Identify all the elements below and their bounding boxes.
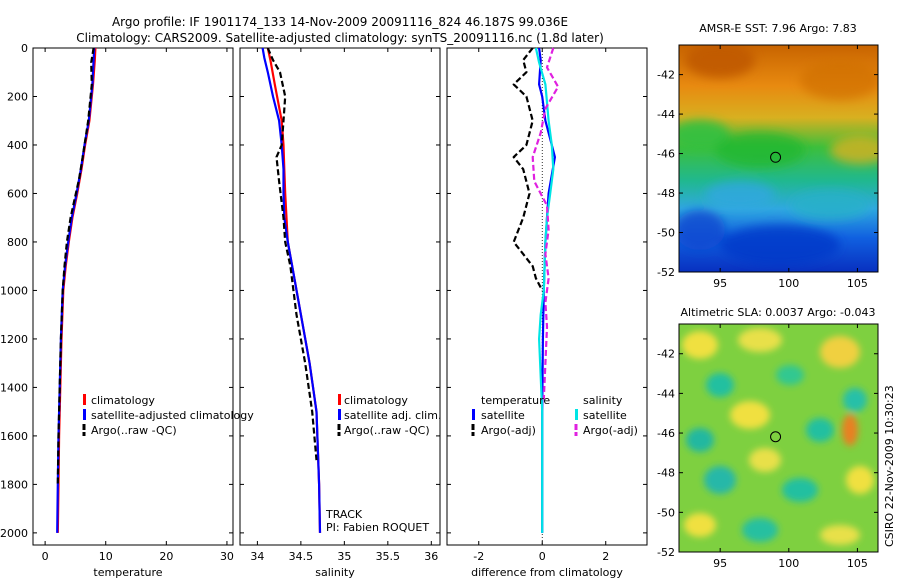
x-tick-label: 35.5 <box>376 550 401 563</box>
sst-heatmap-features <box>679 45 878 265</box>
y-tick-label: 200 <box>7 90 28 103</box>
difference-legend: temperature satellite Argo(-adj) salinit… <box>471 394 638 437</box>
legend-swatch-climatology <box>338 394 341 405</box>
x-tick-label: -2 <box>473 550 484 563</box>
map-x-tick-label: 95 <box>713 277 727 290</box>
difference-axis-label: difference from climatology <box>471 566 623 579</box>
map-y-tick-label: -52 <box>657 266 675 279</box>
y-tick-label: 2000 <box>0 527 28 540</box>
map-y-tick-label: -42 <box>657 348 675 361</box>
x-tick-label: 0 <box>42 550 49 563</box>
figure-title-line2: Climatology: CARS2009. Satellite-adjuste… <box>76 31 604 45</box>
sst-map-frame <box>678 44 879 273</box>
map-x-tick-label: 100 <box>778 557 799 570</box>
x-tick-label: 0 <box>539 550 546 563</box>
legend-label-satellite: satellite-adjusted climatology <box>91 409 254 422</box>
salinity-panel-frame <box>239 47 441 546</box>
pi-label: PI: Fabien ROQUET <box>326 521 429 534</box>
difference-profile-plot: -2 0 2 <box>447 47 647 563</box>
legend-swatch-sal-satellite <box>575 409 578 420</box>
map-y-tick-label: -44 <box>657 108 675 121</box>
series-line-satellite-adj-clim- <box>261 47 322 533</box>
track-label: TRACK <box>325 508 363 521</box>
legend-label-argo: Argo(..raw -QC) <box>344 424 430 437</box>
series-line-salinity-satellite <box>534 47 555 533</box>
x-tick-label: 36 <box>424 550 438 563</box>
series-line-argo-raw-qc- <box>266 47 318 461</box>
y-tick-label: 1000 <box>0 284 28 297</box>
y-tick-label: 1600 <box>0 430 28 443</box>
legend-label-temp-argo: Argo(-adj) <box>481 424 536 437</box>
legend-title-temperature: temperature <box>481 394 550 407</box>
y-tick-label: 400 <box>7 139 28 152</box>
y-tick-label: 800 <box>7 236 28 249</box>
legend-label-argo: Argo(..raw -QC) <box>91 424 177 437</box>
legend-swatch-temp-satellite <box>472 409 475 420</box>
map-y-tick-label: -42 <box>657 69 675 82</box>
sla-map-frame <box>678 323 879 553</box>
series-line-salinity-argo-adj- <box>531 47 560 400</box>
series-line-argo-raw-qc- <box>56 47 95 485</box>
sst-heatmap <box>679 45 878 272</box>
legend-label-temp-satellite: satellite <box>481 409 525 422</box>
x-tick-label: 2 <box>602 550 609 563</box>
y-tick-label: 0 <box>21 42 28 55</box>
y-tick-label: 1200 <box>0 333 28 346</box>
x-tick-label: 30 <box>220 550 234 563</box>
argo-float-marker <box>770 151 782 163</box>
map-x-tick-label: 95 <box>713 557 727 570</box>
temperature-panel-frame <box>32 47 234 546</box>
map-x-tick-label: 105 <box>847 277 868 290</box>
map-y-tick-label: -46 <box>657 148 675 161</box>
series-line-temperature-argo-adj- <box>512 47 544 291</box>
legend-label-satellite: satellite adj. clim. <box>344 409 441 422</box>
map-y-tick-label: -48 <box>657 467 675 480</box>
y-tick-label: 1800 <box>0 478 28 491</box>
legend-swatch-satellite <box>83 409 86 420</box>
x-tick-label: 10 <box>99 550 113 563</box>
sla-map-axes: 95 100 105 -42 -44 -46 -48 -50 -52 <box>657 324 878 570</box>
figure-title-line1: Argo profile: IF 1901174_133 14-Nov-2009… <box>112 15 568 29</box>
salinity-legend: climatology satellite adj. clim. Argo(..… <box>337 394 441 437</box>
map-x-tick-label: 100 <box>778 277 799 290</box>
sla-heatmap <box>679 324 878 552</box>
difference-panel-frame <box>446 47 648 546</box>
legend-label-climatology: climatology <box>91 394 155 407</box>
x-tick-label: 34 <box>250 550 264 563</box>
sst-map-title: AMSR-E SST: 7.96 Argo: 7.83 <box>699 22 857 35</box>
legend-label-sal-argo: Argo(-adj) <box>583 424 638 437</box>
sla-map-title: Altimetric SLA: 0.0037 Argo: -0.043 <box>681 306 876 319</box>
legend-title-salinity: salinity <box>583 394 623 407</box>
legend-swatch-satellite <box>338 409 341 420</box>
temperature-axis-label: temperature <box>93 566 162 579</box>
map-x-tick-label: 105 <box>847 557 868 570</box>
temperature-legend: climatology satellite-adjusted climatolo… <box>82 394 254 437</box>
map-y-tick-label: -48 <box>657 187 675 200</box>
argo-float-marker <box>770 431 782 443</box>
map-y-tick-label: -50 <box>657 506 675 519</box>
map-y-tick-label: -52 <box>657 546 675 559</box>
temperature-profile-plot: 0 10 20 30 0 200 400 600 800 1000 1200 1400 1600 1800… <box>0 42 234 563</box>
y-tick-label: 600 <box>7 187 28 200</box>
side-stamp: CSIRO 22-Nov-2009 10:30:23 <box>883 385 896 547</box>
legend-label-sal-satellite: satellite <box>583 409 627 422</box>
y-tick-label: 1400 <box>0 381 28 394</box>
x-tick-label: 20 <box>159 550 173 563</box>
salinity-axis-label: salinity <box>315 566 355 579</box>
sst-map-axes: 95 100 105 -42 -44 -46 -48 -50 -52 <box>657 45 878 290</box>
x-tick-label: 35 <box>337 550 351 563</box>
legend-label-climatology: climatology <box>344 394 408 407</box>
map-y-tick-label: -44 <box>657 387 675 400</box>
map-y-tick-label: -46 <box>657 427 675 440</box>
sla-heatmap-features <box>682 328 874 545</box>
salinity-profile-plot: 34 34.5 35 35.5 36 <box>240 47 440 563</box>
legend-swatch-climatology <box>83 394 86 405</box>
x-tick-label: 34.5 <box>289 550 314 563</box>
map-y-tick-label: -50 <box>657 227 675 240</box>
